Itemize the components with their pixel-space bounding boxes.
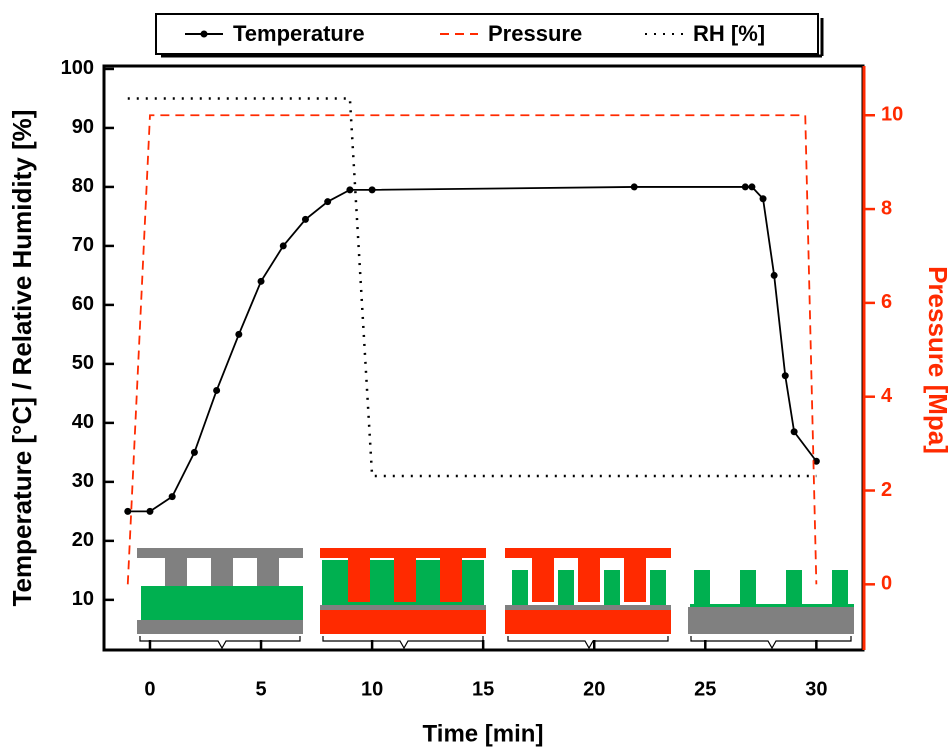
legend-label: RH [%] (693, 21, 765, 46)
y-tick-label: 90 (72, 116, 94, 138)
data-point (257, 277, 265, 285)
icon-stage-2 (320, 548, 486, 650)
data-point (346, 186, 354, 194)
data-point (279, 242, 287, 250)
y-tick-label: 100 (61, 57, 94, 79)
data-point (190, 448, 198, 456)
x-tick-label: 15 (472, 678, 494, 700)
x-tick-label: 25 (694, 678, 716, 700)
data-point (812, 457, 820, 465)
data-point (301, 215, 309, 223)
y2-tick-label: 4 (881, 385, 893, 407)
data-point (781, 372, 789, 380)
y2-tick-label: 0 (881, 573, 892, 595)
y-tick-label: 80 (72, 175, 94, 197)
legend (155, 13, 824, 58)
icon-stage-3 (505, 548, 671, 650)
data-point (213, 386, 221, 394)
y-tick-label: 70 (72, 234, 94, 256)
icon-stage-4 (688, 570, 854, 650)
y-tick-label: 20 (72, 529, 94, 551)
y-axis-title: Temperature [°C] / Relative Humidity [%] (7, 110, 37, 607)
legend-marker (200, 30, 208, 38)
series-line (127, 97, 817, 478)
y2-tick-label: 6 (881, 291, 892, 313)
y2-axis-title: Pressure [Mpa] (923, 266, 951, 454)
y-tick-label: 60 (72, 293, 94, 315)
data-point (324, 198, 332, 206)
y2-tick-label: 2 (881, 479, 892, 501)
data-point (168, 493, 176, 501)
series-line (127, 186, 818, 513)
y-tick-label: 10 (72, 588, 94, 610)
y-tick-label: 40 (72, 411, 94, 433)
x-tick-label: 10 (361, 678, 383, 700)
data-point (748, 183, 756, 191)
data-point (124, 507, 132, 515)
data-point (630, 183, 638, 191)
process-icons (137, 548, 854, 650)
x-tick-label: 5 (255, 678, 266, 700)
data-point (146, 507, 154, 515)
x-tick-label: 20 (583, 678, 605, 700)
data-point (368, 186, 376, 194)
y-tick-label: 30 (72, 470, 94, 492)
data-point (741, 183, 749, 191)
x-tick-label: 0 (144, 678, 155, 700)
y2-tick-label: 8 (881, 197, 892, 219)
data-point (235, 330, 243, 338)
series-line (126, 114, 818, 585)
icon-stage-1 (137, 548, 303, 650)
data-point (770, 271, 778, 279)
legend-label: Temperature (233, 21, 365, 46)
x-tick-label: 30 (805, 678, 827, 700)
y-tick-label: 50 (72, 352, 94, 374)
data-point (790, 428, 798, 436)
legend-label: Pressure (488, 21, 582, 46)
y2-tick-label: 10 (881, 104, 903, 126)
legend-box (155, 13, 819, 55)
x-axis-title: Time [min] (423, 720, 544, 747)
data-point (759, 195, 767, 203)
